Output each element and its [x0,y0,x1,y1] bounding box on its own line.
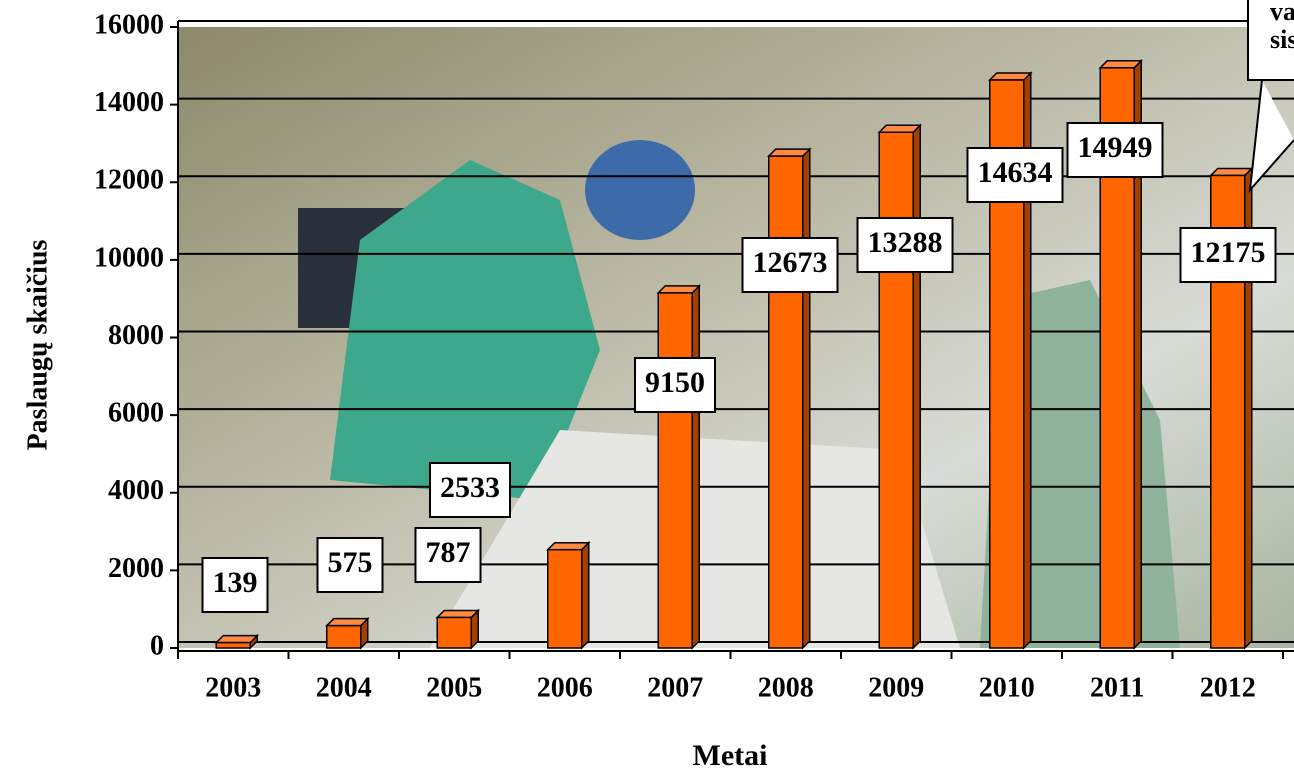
bar-top [1098,60,1144,69]
value-label: 9150 [645,366,705,399]
bar [326,624,362,649]
value-label: 12673 [753,246,828,279]
bar-top [766,148,812,157]
value-label: 139 [213,566,258,599]
value-label: 787 [426,536,471,569]
value-label: 14949 [1078,131,1153,164]
bar-side [581,540,590,650]
value-label-box [634,357,716,413]
value-label-box [414,527,482,583]
bar-top [987,72,1033,81]
value-label-box [741,237,839,293]
value-label: 2533 [440,471,500,504]
value-label-box [429,462,511,518]
bar [878,131,914,649]
bar-side [802,147,811,650]
bar-top [1208,167,1254,177]
x-tick-label: 2008 [758,672,814,703]
value-label-box [856,217,954,273]
bar [215,641,251,649]
value-label-box [1066,122,1164,178]
value-label: 13288 [868,226,943,259]
bar-top [877,124,923,134]
value-label: 14634 [978,156,1053,189]
bar [547,548,583,649]
bar-top [324,617,370,627]
y-tick-label: 14000 [94,87,164,118]
x-tick-label: 2011 [1090,672,1144,703]
x-tick-label: 2007 [647,672,703,703]
y-tick-label: 12000 [94,165,164,196]
y-tick-label: 0 [150,630,164,661]
x-tick-label: 2006 [537,672,593,703]
bar-top [435,609,481,619]
bar-top [656,285,702,294]
bar-side [912,123,921,650]
x-axis-label: Metai [693,739,768,772]
y-tick-label: 8000 [108,320,164,351]
x-tick-label: 2004 [316,672,372,703]
callout-box [1247,0,1294,81]
bar [436,616,472,649]
y-axis-label: Paslaugų skaičius [22,239,53,450]
bar [657,292,693,649]
value-label-box [316,537,384,593]
bar-side [691,284,700,650]
value-label-box [966,147,1064,203]
value-label: 12175 [1191,236,1266,269]
x-tick-label: 2005 [426,672,482,703]
x-tick-label: 2003 [205,672,261,703]
callout-text: va [1270,0,1294,26]
y-tick-label: 4000 [108,475,164,506]
value-label: 575 [328,546,373,579]
bar-top [214,634,260,644]
y-tick-label: 10000 [94,242,164,273]
y-tick-label: 6000 [108,398,164,429]
callout-pointer [1248,79,1294,194]
y-tick-label: 16000 [94,9,164,40]
value-label-box [201,557,269,613]
x-tick-label: 2009 [868,672,924,703]
y-tick-label: 2000 [108,553,164,584]
bar [768,155,804,649]
x-tick-label: 2010 [979,672,1035,703]
bar-top [545,541,591,551]
value-label-box [1179,227,1277,283]
x-tick-label: 2012 [1200,672,1256,703]
callout-text: sis [1270,25,1294,54]
